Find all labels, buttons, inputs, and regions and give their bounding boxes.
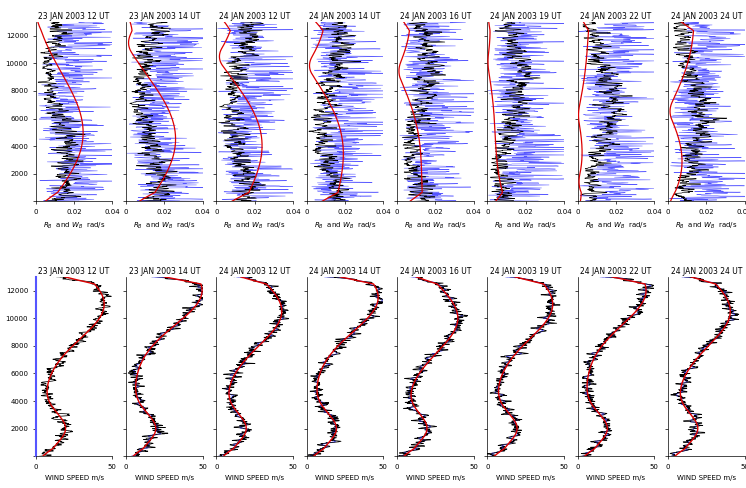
X-axis label: WIND SPEED m/s: WIND SPEED m/s <box>406 475 465 482</box>
Title: 24 JAN 2003 22 UT: 24 JAN 2003 22 UT <box>580 267 651 276</box>
X-axis label: $R_B$  and $W_B$  rad/s: $R_B$ and $W_B$ rad/s <box>43 221 105 231</box>
Title: 24 JAN 2003 24 UT: 24 JAN 2003 24 UT <box>671 12 742 21</box>
Title: 24 JAN 2003 19 UT: 24 JAN 2003 19 UT <box>490 12 561 21</box>
Title: 24 JAN 2003 12 UT: 24 JAN 2003 12 UT <box>219 267 290 276</box>
Title: 24 JAN 2003 19 UT: 24 JAN 2003 19 UT <box>490 267 561 276</box>
X-axis label: $R_B$  and $W_B$  rad/s: $R_B$ and $W_B$ rad/s <box>224 221 286 231</box>
Title: 23 JAN 2003 14 UT: 23 JAN 2003 14 UT <box>129 12 200 21</box>
Title: 24 JAN 2003 12 UT: 24 JAN 2003 12 UT <box>219 12 290 21</box>
X-axis label: WIND SPEED m/s: WIND SPEED m/s <box>135 475 194 482</box>
X-axis label: $R_B$  and $W_B$  rad/s: $R_B$ and $W_B$ rad/s <box>314 221 376 231</box>
X-axis label: WIND SPEED m/s: WIND SPEED m/s <box>45 475 104 482</box>
X-axis label: $R_B$  and $W_B$  rad/s: $R_B$ and $W_B$ rad/s <box>675 221 738 231</box>
X-axis label: WIND SPEED m/s: WIND SPEED m/s <box>316 475 374 482</box>
Title: 24 JAN 2003 14 UT: 24 JAN 2003 14 UT <box>310 267 380 276</box>
X-axis label: $R_B$  and $W_B$  rad/s: $R_B$ and $W_B$ rad/s <box>404 221 466 231</box>
Title: 23 JAN 2003 12 UT: 23 JAN 2003 12 UT <box>39 267 110 276</box>
X-axis label: WIND SPEED m/s: WIND SPEED m/s <box>586 475 645 482</box>
Title: 24 JAN 2003 22 UT: 24 JAN 2003 22 UT <box>580 12 651 21</box>
X-axis label: $R_B$  and $W_B$  rad/s: $R_B$ and $W_B$ rad/s <box>134 221 195 231</box>
X-axis label: $R_B$  and $W_B$  rad/s: $R_B$ and $W_B$ rad/s <box>495 221 557 231</box>
Title: 24 JAN 2003 16 UT: 24 JAN 2003 16 UT <box>400 267 471 276</box>
X-axis label: WIND SPEED m/s: WIND SPEED m/s <box>496 475 555 482</box>
X-axis label: WIND SPEED m/s: WIND SPEED m/s <box>225 475 284 482</box>
X-axis label: WIND SPEED m/s: WIND SPEED m/s <box>677 475 736 482</box>
Title: 24 JAN 2003 16 UT: 24 JAN 2003 16 UT <box>400 12 471 21</box>
X-axis label: $R_B$  and $W_B$  rad/s: $R_B$ and $W_B$ rad/s <box>585 221 647 231</box>
Title: 24 JAN 2003 14 UT: 24 JAN 2003 14 UT <box>310 12 380 21</box>
Title: 23 JAN 2003 12 UT: 23 JAN 2003 12 UT <box>39 12 110 21</box>
Title: 23 JAN 2003 14 UT: 23 JAN 2003 14 UT <box>129 267 200 276</box>
Title: 24 JAN 2003 24 UT: 24 JAN 2003 24 UT <box>671 267 742 276</box>
